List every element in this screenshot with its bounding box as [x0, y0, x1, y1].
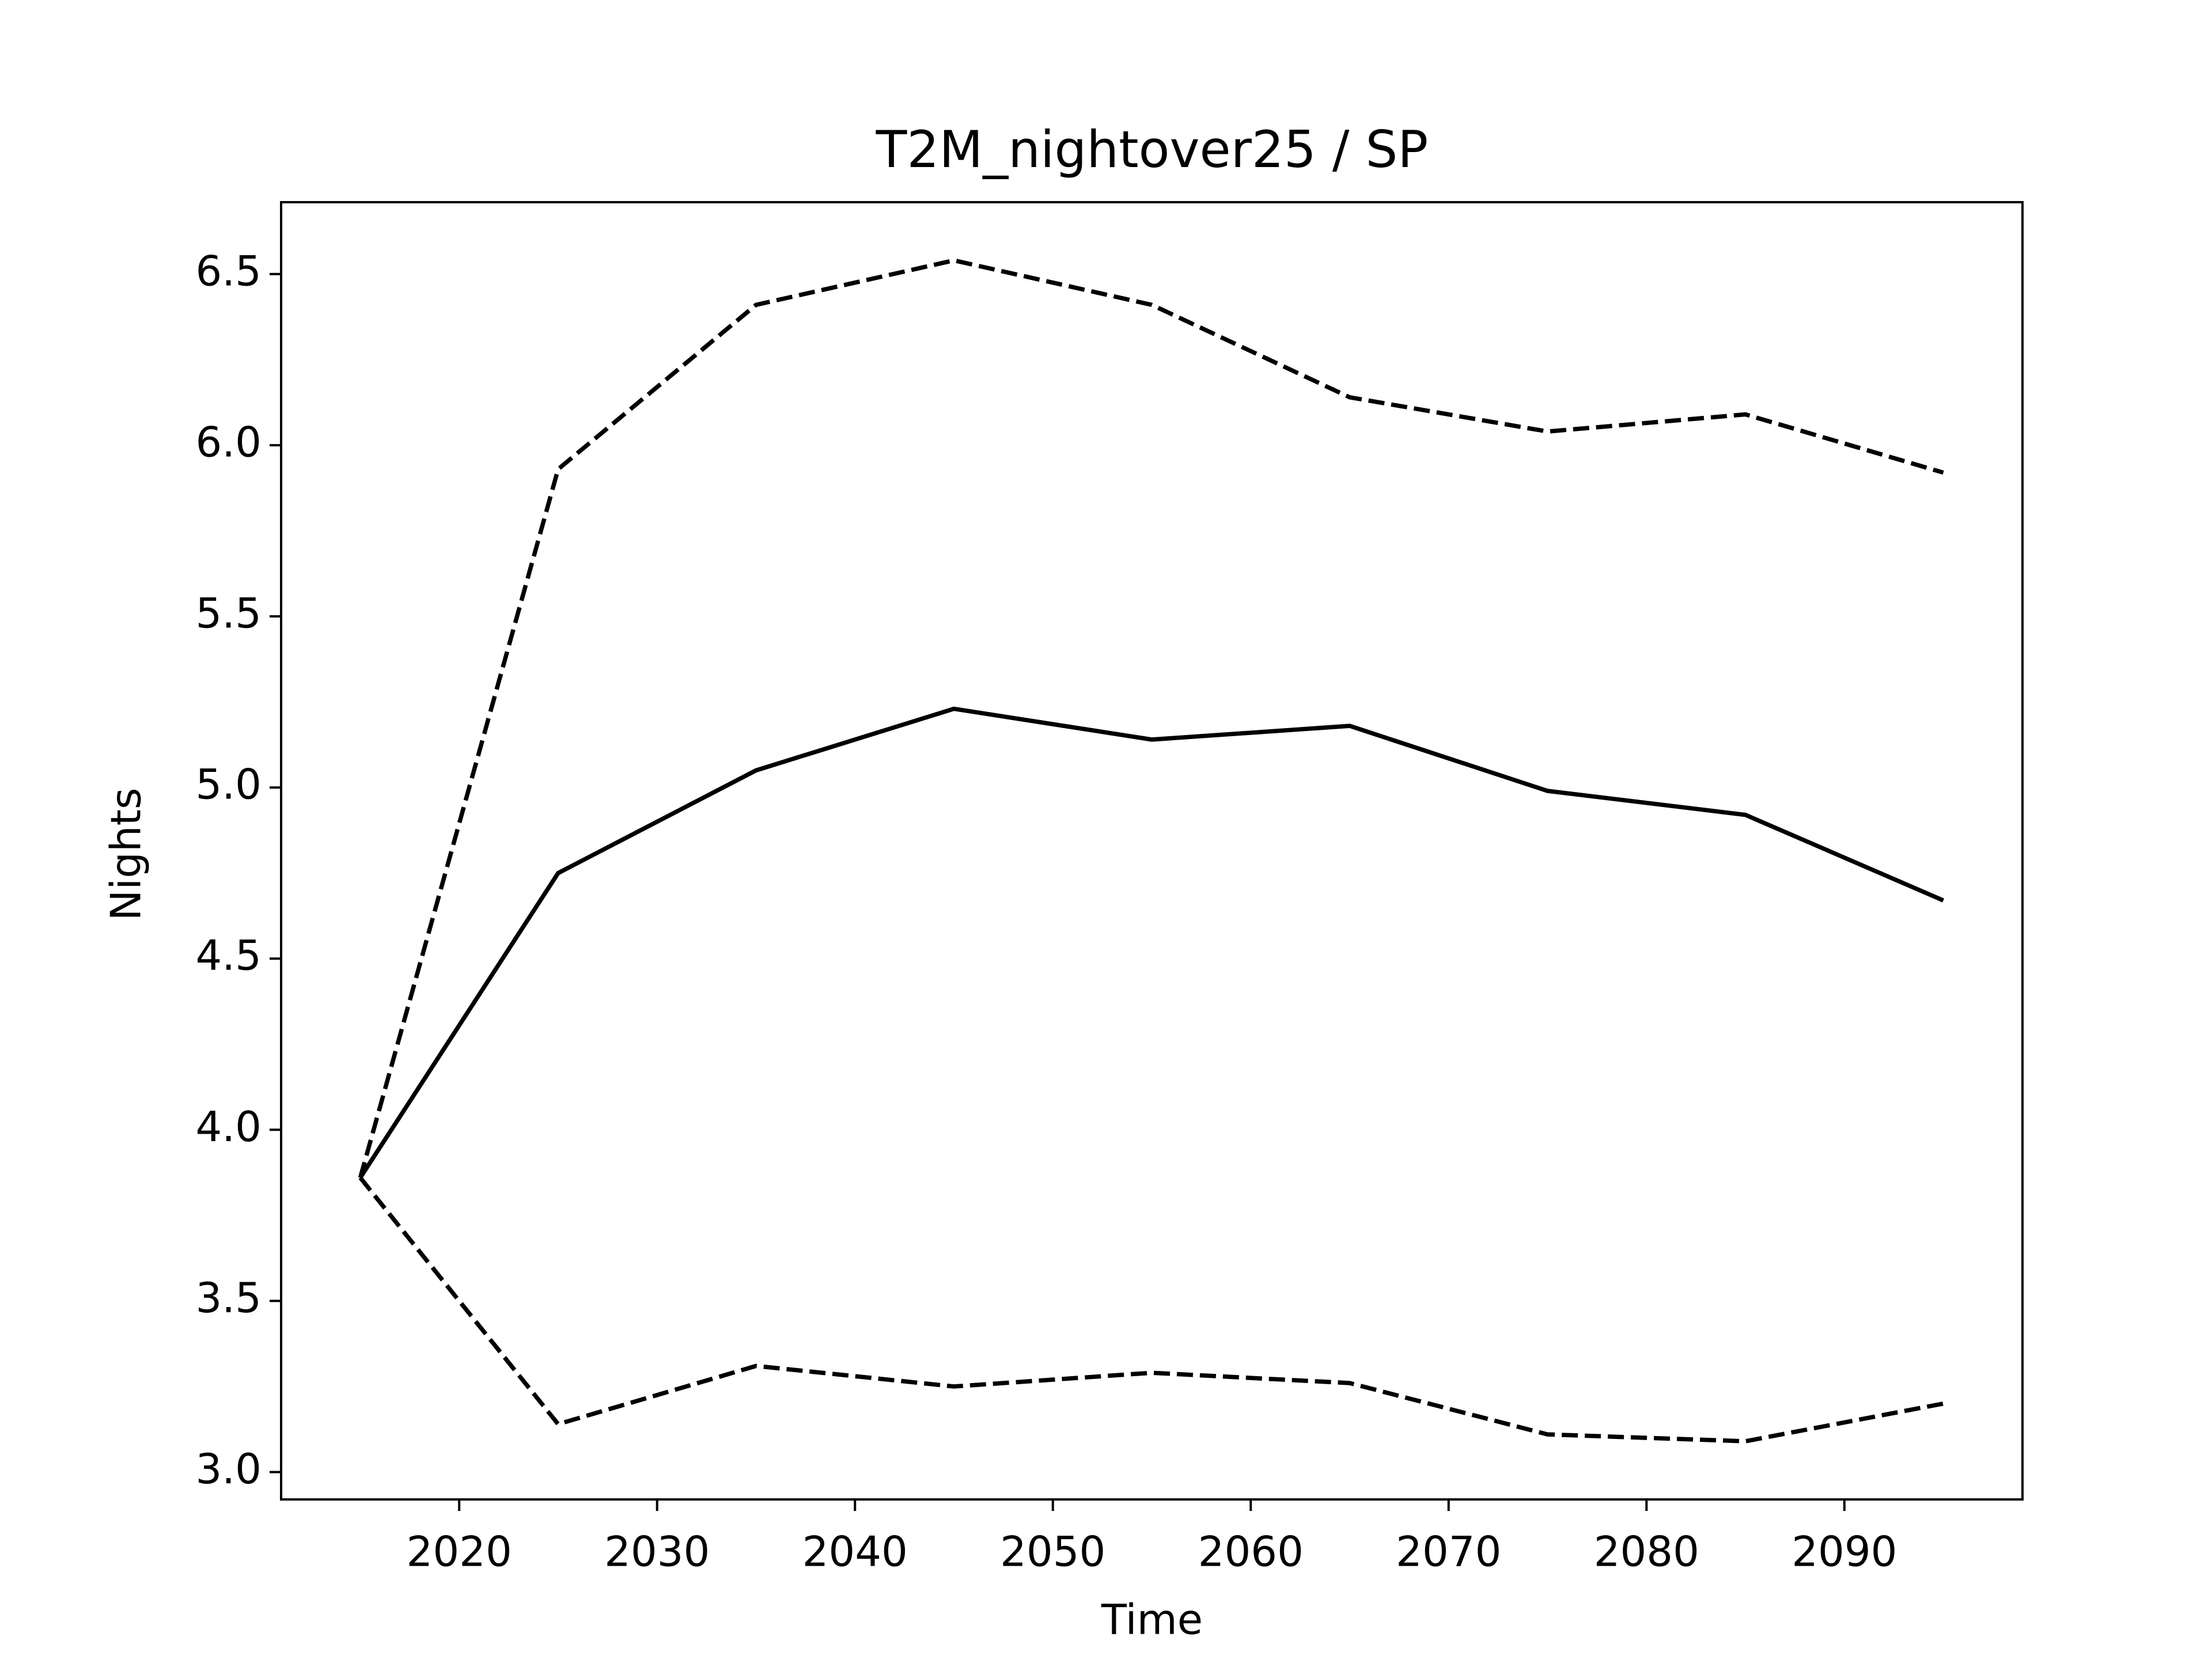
x-tick-label: 2060: [1198, 1528, 1304, 1576]
series-line: [358, 1176, 1944, 1444]
y-tick-label: 3.0: [195, 1445, 262, 1493]
x-tick-label: 2050: [1000, 1528, 1105, 1576]
y-axis-label: Nights: [102, 788, 150, 921]
x-tick-label: 2090: [1791, 1528, 1897, 1576]
series-line: [358, 706, 1945, 1179]
x-tick-label: 2040: [802, 1528, 908, 1576]
plot-frame: [280, 201, 2024, 1501]
y-tick-label: 6.5: [195, 247, 262, 295]
series-line: [358, 258, 1944, 1179]
y-tick-label: 4.5: [195, 931, 262, 980]
y-tick-label: 3.5: [195, 1274, 262, 1322]
x-tick-label: 2030: [604, 1528, 710, 1576]
x-tick-label: 2020: [407, 1528, 512, 1576]
y-tick-label: 5.0: [195, 760, 262, 809]
y-tick-label: 6.0: [195, 418, 262, 466]
x-tick-label: 2080: [1594, 1528, 1699, 1576]
chart-title: T2M_nightover25 / SP: [876, 120, 1429, 179]
y-tick-label: 5.5: [195, 589, 262, 637]
x-tick-label: 2070: [1396, 1528, 1501, 1576]
x-axis-label: Time: [1101, 1596, 1203, 1644]
y-tick-label: 4.0: [195, 1103, 262, 1151]
